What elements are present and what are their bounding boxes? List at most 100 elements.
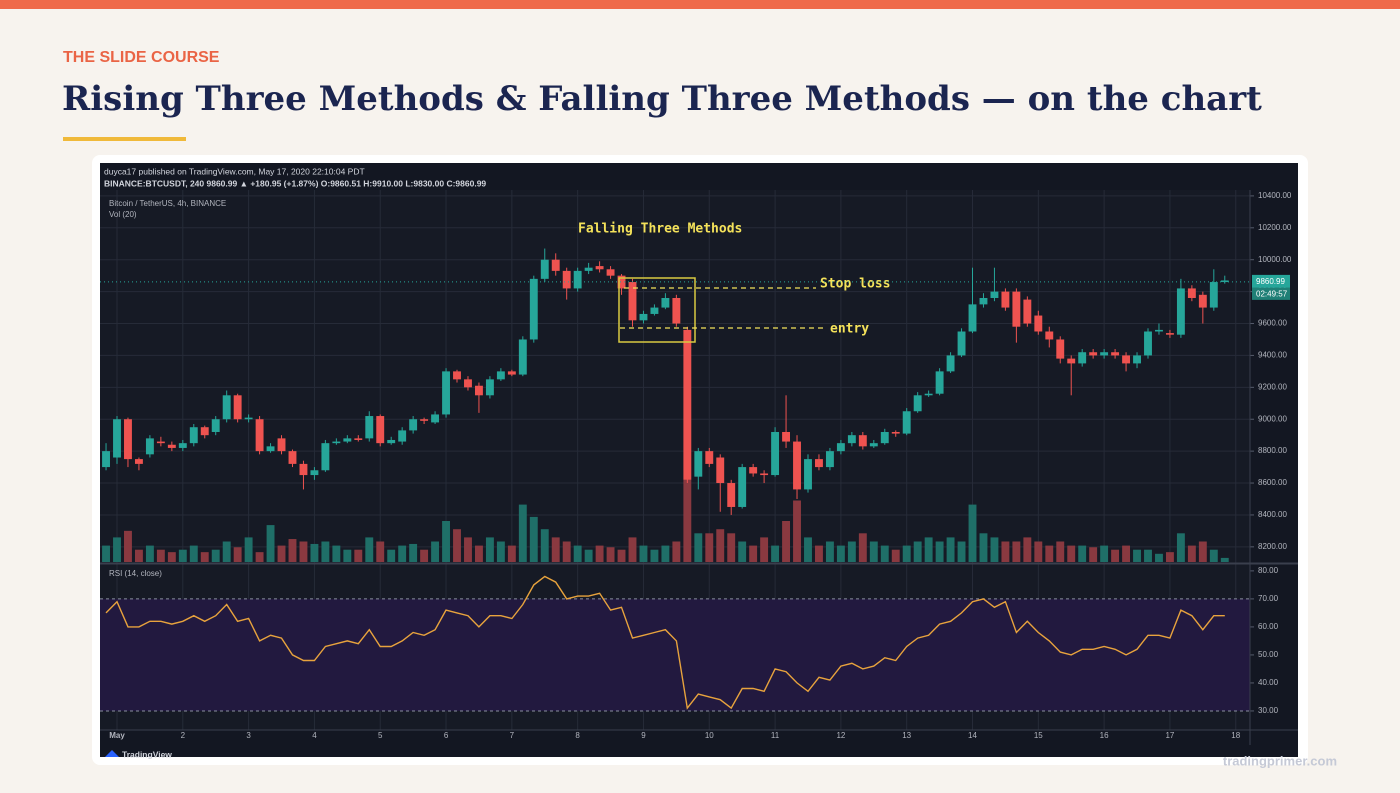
y-tick-label: 9200.00 (1258, 382, 1287, 391)
candle-body (222, 395, 231, 420)
volume-bar (376, 541, 385, 562)
candle-body (771, 431, 780, 476)
brand-logo (105, 750, 119, 757)
volume-bar (1100, 545, 1109, 562)
x-tick-label: 8 (575, 731, 580, 740)
volume-bar (1023, 537, 1032, 562)
candle-body (343, 438, 352, 442)
candle-body (1198, 294, 1207, 308)
annotation: Falling Three Methods (578, 222, 742, 237)
countdown-label: 02:49:57 (1256, 289, 1288, 298)
rsi-tick-label: 80.00 (1258, 566, 1279, 575)
candle-body (749, 467, 758, 474)
volume-bar (760, 537, 769, 562)
volume-bar (1144, 549, 1152, 562)
x-tick-label: 12 (836, 731, 845, 740)
volume-bar (727, 533, 736, 562)
candle-body (957, 331, 966, 356)
top-bar (0, 0, 1400, 9)
volume-bar (1001, 541, 1010, 562)
x-tick-label: 2 (181, 731, 186, 740)
candle-body (913, 395, 922, 412)
candle-body (464, 379, 472, 388)
candle-body (332, 441, 341, 444)
volume-bar (595, 545, 604, 562)
candle-body (924, 393, 933, 396)
volume-bar (507, 545, 516, 562)
volume-bar (705, 533, 714, 562)
volume-bar (1165, 552, 1174, 562)
candle-body (858, 435, 867, 447)
y-tick-label: 9000.00 (1258, 414, 1287, 423)
volume-bar (935, 541, 944, 562)
volume-bar (913, 541, 922, 562)
candle-body (1133, 355, 1141, 364)
volume-bar (628, 537, 637, 562)
candle-body (189, 427, 198, 444)
candle-body (134, 459, 143, 464)
volume-bar (573, 545, 582, 562)
volume-bar (1089, 547, 1098, 562)
candle-body (485, 379, 494, 396)
volume-bar (716, 529, 725, 562)
volume-bar (880, 545, 889, 562)
candle-body (562, 270, 571, 289)
candle-body (156, 441, 165, 444)
rsi-tick-label: 40.00 (1258, 678, 1279, 687)
candle-body (639, 313, 648, 321)
volume-bar (1220, 557, 1229, 562)
candle-body (661, 297, 670, 308)
candle-body (420, 419, 429, 421)
volume-bar (134, 549, 143, 562)
volume-bar (782, 521, 790, 562)
candle-body (672, 297, 681, 324)
candle-body (507, 371, 516, 375)
chart: May 2 3 4 5 6 7 8 9 10 11 12 13 14 15 16 17 18 8200.00 8400… (100, 166, 1298, 759)
candle-body (979, 297, 988, 305)
published-line: duyca17 published on TradingView.com, Ma… (104, 166, 365, 176)
volume-bar (474, 545, 483, 562)
volume-bar (540, 529, 549, 562)
candle-body (321, 443, 330, 471)
candle-body (968, 304, 977, 332)
volume-bar (957, 541, 966, 562)
volume-bar (793, 500, 801, 562)
candle-body (825, 451, 834, 468)
volume-bar (156, 549, 165, 562)
candle-body (683, 329, 692, 480)
candle-body (935, 371, 944, 394)
candle-body (1089, 352, 1098, 356)
volume-bar (343, 549, 352, 562)
volume-bar (387, 549, 396, 562)
volume-bar (255, 552, 264, 562)
volume-bar (584, 549, 593, 562)
candle-body (793, 441, 801, 490)
volume-bar (1012, 541, 1021, 562)
candle-body (617, 275, 626, 289)
y-tick-label: 10200.00 (1258, 223, 1292, 232)
candle-body (387, 439, 396, 444)
price-tag (1252, 274, 1290, 288)
volume-bar (639, 545, 648, 562)
rsi-tick-label: 60.00 (1258, 622, 1279, 631)
volume-bar (804, 537, 812, 562)
volume-bar (266, 525, 275, 562)
volume-bar (145, 545, 154, 562)
volume-bar (222, 541, 231, 562)
pattern-box (618, 277, 696, 343)
candle-body (277, 438, 286, 452)
x-tick-label: 7 (510, 731, 515, 740)
candle-body (474, 385, 483, 396)
volume-bar (771, 545, 780, 562)
candle-body (880, 431, 889, 444)
y-tick-label: 8800.00 (1258, 446, 1287, 455)
volume-bar (749, 545, 758, 562)
volume-bar (694, 533, 703, 562)
volume-bar (1078, 545, 1087, 562)
volume-bar (738, 541, 747, 562)
rsi-label: RSI (14, close) (109, 569, 162, 578)
volume-bar (661, 545, 670, 562)
volume-bar (178, 549, 187, 562)
candle-body (145, 438, 154, 455)
